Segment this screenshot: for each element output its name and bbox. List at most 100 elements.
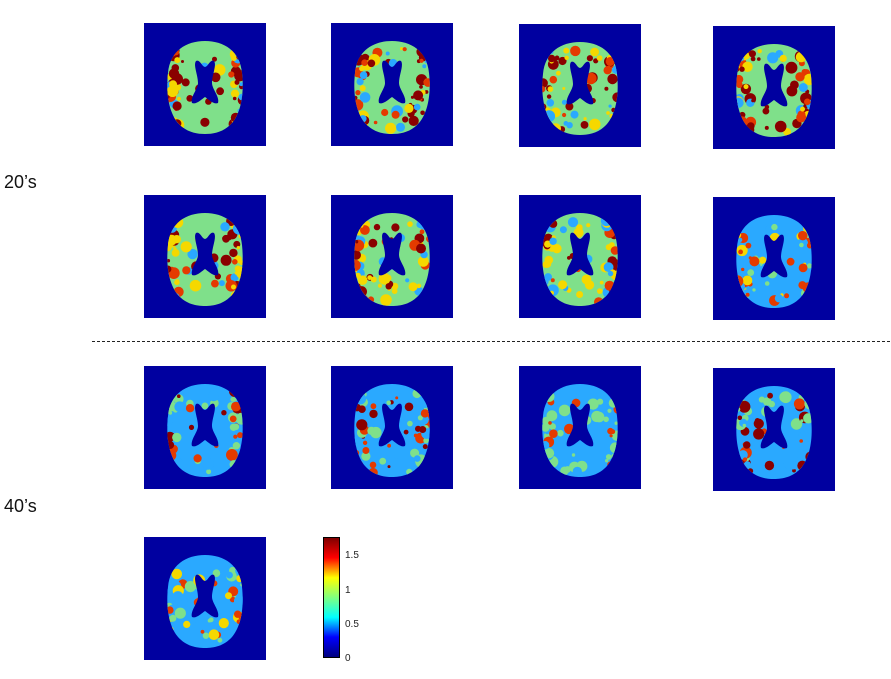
activation-blob [736,50,742,60]
activation-blob [423,437,429,444]
activation-blob [180,241,192,253]
activation-blob [202,457,214,470]
activation-blob [736,300,742,307]
activation-blob [221,402,228,409]
activation-blob [238,458,243,464]
activation-blob [589,118,601,131]
activation-blob [396,122,405,132]
activation-blob [604,280,615,291]
activation-blob [564,466,571,473]
activation-blob [614,421,618,425]
activation-blob [241,297,243,301]
activation-blob [229,248,238,258]
activation-blob [167,390,173,401]
activation-blob [738,294,746,302]
activation-blob [167,558,178,570]
activation-blob [360,225,370,235]
activation-blob [550,50,554,54]
activation-blob [803,413,812,424]
activation-blob [354,95,358,100]
activation-blob [354,239,365,252]
activation-blob [367,296,375,303]
activation-blob [354,46,361,54]
activation-blob [605,57,615,66]
brain-slice-graphic [167,555,243,648]
activation-blob [774,120,787,133]
activation-blob [236,246,240,250]
activation-blob [604,86,609,91]
activation-blob [790,418,803,430]
activation-blob [764,460,775,471]
activation-blob [542,284,548,296]
activation-blob [426,235,430,243]
activation-blob [398,413,409,423]
activation-blob [167,626,174,634]
activation-blob [407,221,413,227]
activation-blob [603,125,614,135]
activation-blob [361,59,368,66]
activation-blob [188,424,195,430]
activation-blob [567,217,579,228]
activation-blob [422,444,428,450]
activation-blob [174,279,180,284]
activation-blob [795,51,807,63]
activation-blob [168,293,178,302]
activation-blob [408,115,419,126]
activation-blob [230,396,236,402]
activation-blob [212,56,217,62]
activation-blob [169,564,174,569]
activation-blob [172,119,182,128]
activation-blob [206,469,212,475]
activation-blob [167,223,177,233]
activation-blob [543,396,547,401]
activation-blob [355,283,361,289]
activation-blob [167,565,172,573]
activation-blob [413,455,421,462]
activation-blob [549,423,556,430]
activation-blob [750,56,756,62]
activation-blob [611,65,618,74]
ventricles [378,60,406,104]
activation-blob [406,468,413,475]
activation-blob [736,300,739,305]
activation-blob [416,283,422,289]
brain-slice-graphic [354,213,430,306]
activation-blob [404,103,414,113]
activation-blob [806,263,812,269]
activation-blob [167,85,179,98]
activation-blob [359,71,368,79]
activation-blob [749,256,760,267]
activation-blob [546,296,552,303]
activation-blob [563,47,570,54]
activation-blob [230,112,241,123]
activation-blob [796,112,807,123]
activation-blob [798,231,808,241]
activation-blob [187,248,198,260]
activation-blob [580,121,589,129]
activation-blob [751,438,758,444]
activation-blob [583,117,587,121]
activation-blob [808,299,812,304]
activation-blob [231,639,239,648]
activation-blob [171,398,175,402]
activation-blob [736,407,741,412]
activation-blob [556,70,561,76]
activation-blob [167,258,171,263]
activation-blob [612,454,618,466]
ventricles [191,60,219,104]
activation-blob [419,229,425,235]
activation-blob [170,469,177,476]
activation-blob [605,454,612,460]
activation-blob [609,113,615,119]
activation-blob [171,249,180,257]
activation-blob [169,292,180,303]
activation-blob [167,606,174,614]
activation-blob [558,280,568,290]
activation-blob [168,633,176,641]
activation-blob [793,398,805,410]
activation-blob [608,386,618,397]
activation-blob [354,259,361,272]
activation-blob [542,391,547,398]
activation-blob [419,46,424,51]
activation-blob [167,121,177,133]
